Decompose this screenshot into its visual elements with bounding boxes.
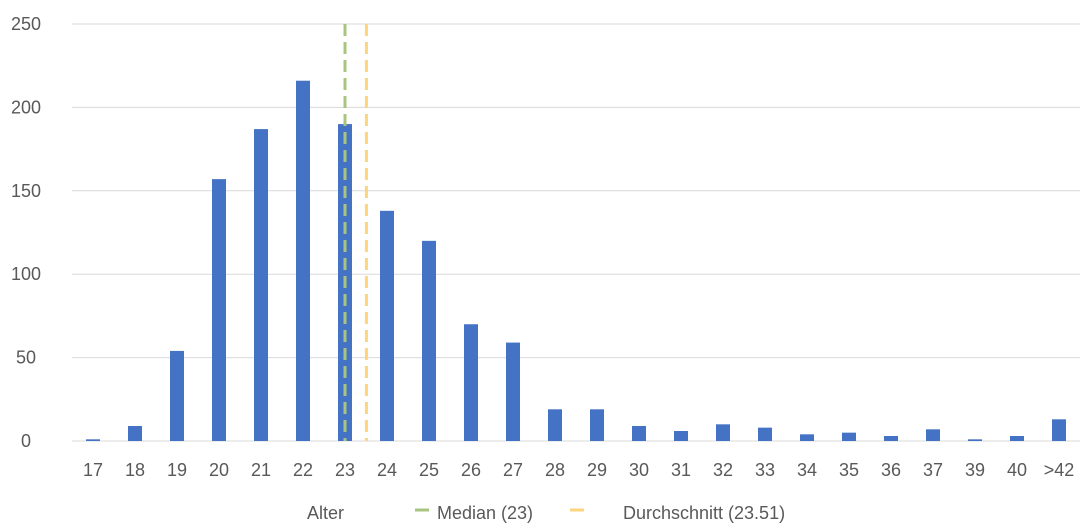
x-tick-label-25: 25	[419, 460, 439, 480]
x-tick-label-gt42: >42	[1044, 460, 1075, 480]
bar-31	[674, 430, 688, 441]
x-tick-label-34: 34	[797, 460, 817, 480]
legend-item-durchschnitt: Durchschnitt (23.51)	[570, 503, 785, 523]
bar-30	[632, 425, 646, 441]
x-tick-label-18: 18	[125, 460, 145, 480]
x-tick-label-33: 33	[755, 460, 775, 480]
x-tick-label-23: 23	[335, 460, 355, 480]
bar-40	[1010, 435, 1024, 441]
x-tick-label-27: 27	[503, 460, 523, 480]
bar-20	[212, 179, 226, 441]
bar-32	[716, 424, 730, 441]
x-tick-label-22: 22	[293, 460, 313, 480]
bar-27	[506, 342, 520, 441]
bar-36	[884, 435, 898, 441]
x-tick-label-35: 35	[839, 460, 859, 480]
bar-25	[422, 240, 436, 441]
bar-29	[590, 409, 604, 441]
x-tick-label-20: 20	[209, 460, 229, 480]
x-tick-label-21: 21	[251, 460, 271, 480]
reference-lines	[343, 24, 368, 441]
bar-34	[800, 434, 814, 441]
bar-22	[296, 80, 310, 441]
bar-37	[926, 429, 940, 441]
x-tick-label-29: 29	[587, 460, 607, 480]
y-tick-label-50: 50	[16, 348, 36, 368]
bar-35	[842, 432, 856, 441]
bar-18	[128, 425, 142, 441]
bar-gt42	[1052, 419, 1066, 441]
x-tick-label-26: 26	[461, 460, 481, 480]
x-tick-label-24: 24	[377, 460, 397, 480]
legend-label-alter: Alter	[307, 503, 344, 523]
legend-item-median: Median (23)	[415, 503, 533, 523]
legend-label-median: Median (23)	[437, 503, 533, 523]
bar-39	[968, 439, 982, 441]
legend-item-alter: Alter	[307, 503, 344, 523]
bar-26	[464, 324, 478, 441]
y-tick-label-200: 200	[11, 97, 41, 117]
x-tick-label-37: 37	[923, 460, 943, 480]
x-tick-label-19: 19	[167, 460, 187, 480]
bar-19	[170, 350, 184, 441]
x-axis-ticks: 17 18 19 20 21 22 23 24 25 26 27 28 29 30 31 32 33 34 35 36…	[83, 460, 1074, 480]
x-tick-label-36: 36	[881, 460, 901, 480]
y-tick-label-150: 150	[11, 181, 41, 201]
bar-17	[86, 439, 100, 441]
bar-24	[380, 210, 394, 441]
bar-21	[254, 129, 268, 442]
x-tick-label-32: 32	[713, 460, 733, 480]
gridlines	[72, 23, 1080, 442]
x-tick-label-39: 39	[965, 460, 985, 480]
y-tick-label-250: 250	[11, 14, 41, 34]
x-tick-label-17: 17	[83, 460, 103, 480]
y-axis-ticks: 0 50 100 150 200 250	[11, 14, 41, 451]
x-tick-label-40: 40	[1007, 460, 1027, 480]
legend-label-durchschnitt: Durchschnitt (23.51)	[623, 503, 785, 523]
x-tick-label-28: 28	[545, 460, 565, 480]
bar-28	[548, 409, 562, 441]
legend: Alter Median (23) Durchschnitt (23.51)	[307, 503, 785, 523]
x-tick-label-31: 31	[671, 460, 691, 480]
bars	[86, 80, 1066, 442]
y-tick-label-100: 100	[11, 264, 41, 284]
y-tick-label-0: 0	[21, 431, 31, 451]
x-tick-label-30: 30	[629, 460, 649, 480]
bar-33	[758, 427, 772, 441]
